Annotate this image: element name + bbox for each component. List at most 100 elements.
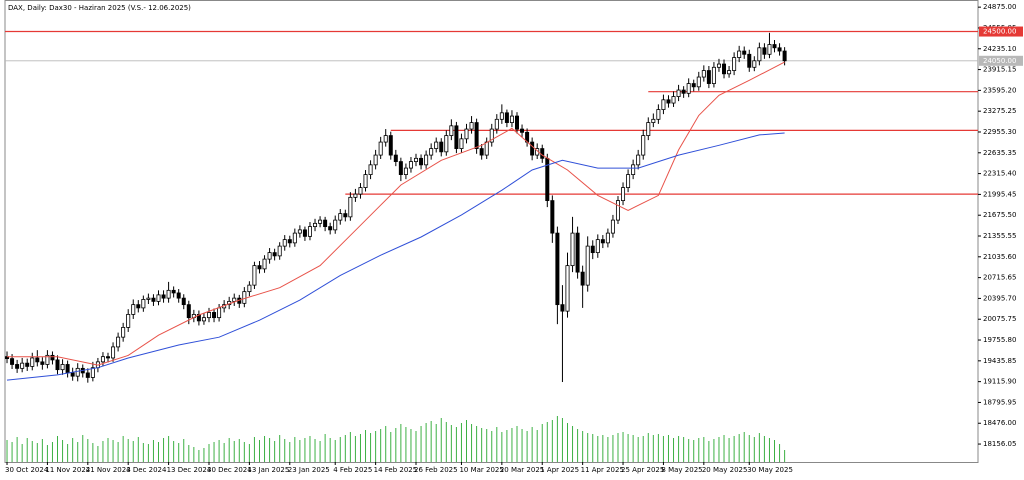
- candle-body: [161, 294, 166, 299]
- candle-body: [277, 245, 282, 257]
- candle-body: [479, 148, 484, 156]
- candle-body: [126, 313, 131, 328]
- candle-body: [85, 372, 90, 378]
- candle-body: [742, 50, 747, 55]
- candle-body: [232, 297, 237, 302]
- candle-body: [338, 213, 343, 221]
- moving-average: [6, 132, 785, 381]
- candle-body: [585, 245, 590, 286]
- candle-body: [146, 297, 151, 300]
- candle-body: [580, 271, 585, 286]
- y-tick-label: 18795.95: [983, 398, 1016, 406]
- candle-body: [282, 239, 287, 247]
- candle-body: [141, 299, 146, 309]
- candle-body: [459, 138, 464, 149]
- candle-body: [686, 83, 691, 94]
- candle-body: [520, 128, 525, 133]
- x-tick-label: 8 May 2025: [661, 466, 702, 474]
- y-tick-label: 24875.00: [983, 3, 1016, 11]
- candle-body: [40, 361, 45, 365]
- plot-frame: [4, 0, 979, 463]
- candle-body: [353, 193, 358, 198]
- candle-body: [706, 70, 711, 84]
- y-tick-label: 18476.00: [983, 419, 1016, 427]
- x-tick-label: 20 May 2025: [702, 466, 748, 474]
- candle-body: [489, 128, 494, 143]
- candle-body: [65, 364, 70, 374]
- candle-body: [100, 356, 105, 363]
- y-tick-label: 19755.80: [983, 336, 1016, 344]
- x-tick-label: 13 Dec 2024: [167, 466, 212, 474]
- x-tick-label: 25 Apr 2025: [621, 466, 664, 474]
- candle-body: [297, 229, 302, 234]
- candle-body: [429, 148, 434, 156]
- candle-body: [474, 122, 479, 149]
- candle-body: [651, 118, 656, 123]
- candle-body: [156, 294, 161, 302]
- candle-body: [388, 135, 393, 156]
- candle-body: [737, 50, 742, 58]
- candle-body: [323, 219, 328, 228]
- candle-body: [403, 167, 408, 175]
- candle-body: [378, 141, 383, 156]
- current-price-box: [979, 55, 1023, 66]
- candle-body: [20, 362, 25, 369]
- candle-body: [363, 174, 368, 188]
- candle-body: [449, 125, 454, 136]
- candle-body: [30, 357, 35, 367]
- candle-body: [343, 213, 348, 218]
- x-tick-label: 4 Feb 2025: [333, 466, 372, 474]
- candle-body: [313, 222, 318, 228]
- candle-body: [287, 239, 292, 244]
- candle-body: [469, 122, 474, 130]
- chart-title: DAX, Daily: Dax30 - Haziran 2025 (V.S.- …: [8, 4, 191, 12]
- y-tick-label: 20395.70: [983, 294, 1016, 302]
- candle-body: [50, 354, 55, 361]
- x-tick-label: 20 Mar 2025: [500, 466, 544, 474]
- candle-body: [262, 258, 267, 270]
- candle-body: [444, 135, 449, 153]
- candle-body: [434, 141, 439, 149]
- x-tick-label: 10 Mar 2025: [459, 466, 503, 474]
- y-tick-label: 22635.35: [983, 149, 1016, 157]
- moving-average: [7, 61, 785, 366]
- candle-body: [747, 53, 752, 68]
- y-tick-label: 19435.85: [983, 357, 1016, 365]
- candle-body: [25, 362, 30, 367]
- candle-body: [666, 99, 671, 104]
- y-tick-label: 21355.55: [983, 232, 1016, 240]
- candle-body: [757, 47, 762, 62]
- candle-body: [570, 232, 575, 267]
- y-tick-label: 23275.25: [983, 107, 1016, 115]
- candle-body: [302, 229, 307, 237]
- candle-body: [333, 219, 338, 231]
- candle-body: [196, 313, 201, 322]
- candle-body: [676, 89, 681, 97]
- candle-body: [772, 44, 777, 49]
- candle-body: [116, 336, 121, 348]
- candle-body: [247, 284, 252, 293]
- level-label-box: [979, 26, 1023, 37]
- candle-body: [722, 63, 727, 75]
- y-tick-label: 20715.65: [983, 274, 1016, 282]
- candle-body: [252, 265, 257, 286]
- candle-body: [272, 252, 277, 257]
- candle-body: [257, 265, 262, 270]
- candle-body: [307, 226, 312, 237]
- candle-body: [696, 76, 701, 88]
- candle-body: [35, 357, 40, 363]
- candle-body: [383, 135, 388, 143]
- x-tick-label: 13 Jan 2025: [247, 466, 289, 474]
- y-tick-label: 20075.75: [983, 315, 1016, 323]
- candle-body: [176, 292, 181, 299]
- candle-body: [600, 239, 605, 244]
- candle-body: [181, 297, 186, 306]
- y-tick-label: 22315.40: [983, 170, 1016, 178]
- candle-body: [626, 174, 631, 188]
- candle-body: [111, 346, 116, 359]
- candle-body: [358, 187, 363, 195]
- candle-body: [348, 196, 353, 218]
- candle-body: [45, 354, 50, 365]
- x-tick-label: 23 Jan 2025: [288, 466, 330, 474]
- y-tick-label: 18156.05: [983, 440, 1016, 448]
